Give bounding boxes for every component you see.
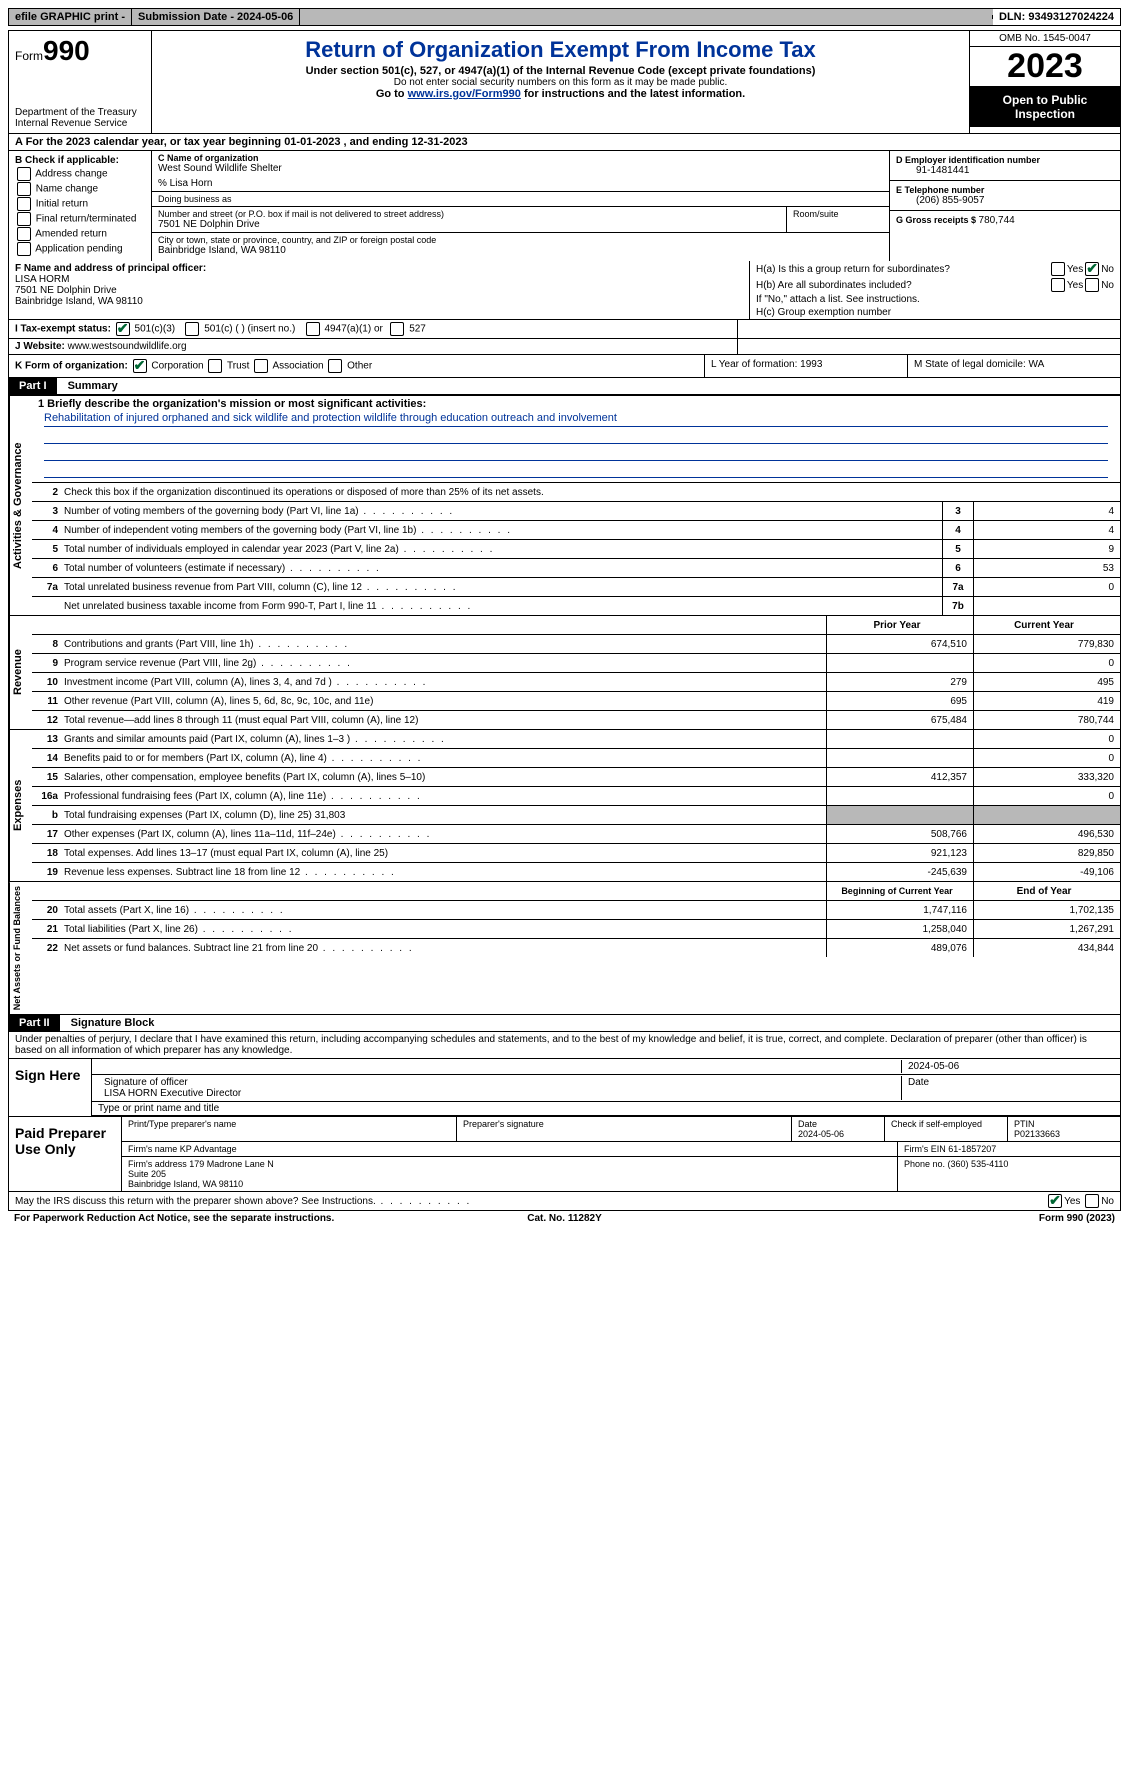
chk-501c[interactable]: [185, 322, 199, 336]
col-b-checkboxes: B Check if applicable: Address change Na…: [9, 151, 152, 261]
chk-amended-return[interactable]: [17, 227, 31, 241]
efile-label: efile GRAPHIC print -: [9, 9, 132, 25]
tax-year: 2023: [970, 47, 1120, 87]
ptin: P02133663: [1014, 1129, 1060, 1139]
top-bar: efile GRAPHIC print - Submission Date - …: [8, 8, 1121, 26]
section-bcde: B Check if applicable: Address change Na…: [8, 151, 1121, 261]
chk-assoc[interactable]: [254, 359, 268, 373]
firm-phone: (360) 535-4110: [948, 1159, 1009, 1169]
gov-section: Activities & Governance 1 Briefly descri…: [8, 396, 1121, 616]
phone: (206) 855-9057: [896, 195, 1114, 206]
col-c-org-info: C Name of organization West Sound Wildli…: [152, 151, 889, 261]
officer-name: LISA HORM: [15, 274, 69, 285]
omb-number: OMB No. 1545-0047: [970, 31, 1120, 47]
signature-block: Sign Here 2024-05-06 Signature of office…: [8, 1059, 1121, 1192]
form-subtitle: Under section 501(c), 527, or 4947(a)(1)…: [158, 65, 963, 77]
chk-address-change[interactable]: [17, 167, 31, 181]
chk-527[interactable]: [390, 322, 404, 336]
ha-yes[interactable]: [1051, 262, 1065, 276]
ssn-note: Do not enter social security numbers on …: [158, 77, 963, 88]
ein: 91-1481441: [896, 165, 1114, 176]
page-footer: For Paperwork Reduction Act Notice, see …: [8, 1211, 1121, 1226]
org-name: West Sound Wildlife Shelter: [158, 163, 883, 174]
chk-other[interactable]: [328, 359, 342, 373]
chk-name-change[interactable]: [17, 182, 31, 196]
chk-initial-return[interactable]: [17, 197, 31, 211]
net-assets-section: Net Assets or Fund Balances Beginning of…: [8, 882, 1121, 1015]
part1-header: Part I Summary: [8, 378, 1121, 396]
irs-link[interactable]: www.irs.gov/Form990: [408, 88, 521, 100]
hb-yes[interactable]: [1051, 278, 1065, 292]
dln: DLN: 93493127024224: [993, 9, 1120, 25]
section-fh: F Name and address of principal officer:…: [8, 261, 1121, 320]
form-number: Form990: [15, 35, 145, 67]
submission-date: Submission Date - 2024-05-06: [132, 9, 300, 25]
form-title: Return of Organization Exempt From Incom…: [158, 37, 963, 63]
part2-header: Part II Signature Block Under penalties …: [8, 1015, 1121, 1059]
mission-text: Rehabilitation of injured orphaned and s…: [44, 412, 1108, 427]
chk-trust[interactable]: [208, 359, 222, 373]
chk-final-return[interactable]: [17, 212, 31, 226]
department-label: Department of the Treasury Internal Reve…: [15, 107, 145, 129]
gross-receipts: 780,744: [979, 215, 1015, 226]
firm-ein: 61-1857207: [948, 1144, 996, 1154]
row-klm: K Form of organization: Corporation Trus…: [8, 355, 1121, 378]
year-formation: L Year of formation: 1993: [704, 355, 907, 377]
form-header: Form990 Department of the Treasury Inter…: [8, 30, 1121, 134]
row-i: I Tax-exempt status: 501(c)(3) 501(c) ( …: [8, 320, 1121, 339]
penalties-text: Under penalties of perjury, I declare th…: [9, 1032, 1120, 1058]
city-state-zip: Bainbridge Island, WA 98110: [158, 245, 883, 256]
website: www.westsoundwildlife.org: [65, 341, 187, 352]
chk-501c3[interactable]: [116, 322, 130, 336]
row-a-tax-year: A For the 2023 calendar year, or tax yea…: [8, 134, 1121, 151]
care-of: % Lisa Horn: [158, 178, 883, 189]
instructions-link-row: Go to www.irs.gov/Form990 for instructio…: [158, 88, 963, 100]
open-inspection: Open to Public Inspection: [970, 87, 1120, 127]
discuss-row: May the IRS discuss this return with the…: [8, 1192, 1121, 1211]
expenses-section: Expenses 13Grants and similar amounts pa…: [8, 730, 1121, 882]
chk-app-pending[interactable]: [17, 242, 31, 256]
col-de: D Employer identification number 91-1481…: [889, 151, 1120, 261]
firm-name: KP Advantage: [180, 1144, 237, 1154]
topbar-spacer: [300, 15, 993, 19]
row-j: J Website: www.westsoundwildlife.org: [8, 339, 1121, 355]
hb-no[interactable]: [1085, 278, 1099, 292]
chk-4947[interactable]: [306, 322, 320, 336]
state-domicile: M State of legal domicile: WA: [907, 355, 1120, 377]
ha-no[interactable]: [1085, 262, 1099, 276]
street-address: 7501 NE Dolphin Drive: [158, 219, 780, 230]
chk-corp[interactable]: [133, 359, 147, 373]
discuss-no[interactable]: [1085, 1194, 1099, 1208]
preparer-block: Paid Preparer Use Only Print/Type prepar…: [9, 1116, 1120, 1191]
officer-signature: LISA HORN Executive Director: [104, 1088, 895, 1099]
discuss-yes[interactable]: [1048, 1194, 1062, 1208]
revenue-section: Revenue Prior YearCurrent Year 8Contribu…: [8, 616, 1121, 730]
